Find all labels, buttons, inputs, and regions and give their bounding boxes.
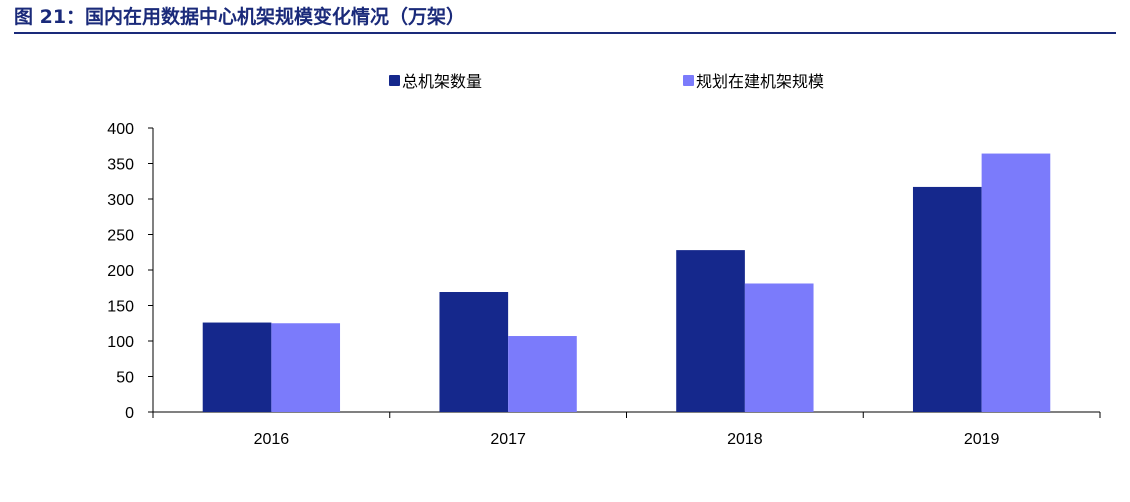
y-tick-label: 250 — [107, 228, 134, 245]
bar-series-2-2016 — [271, 323, 341, 412]
bar-series-1-2018 — [676, 250, 745, 412]
y-tick-label: 300 — [107, 192, 134, 209]
x-tick-label: 2017 — [490, 431, 526, 448]
x-tick-label: 2019 — [964, 431, 1000, 448]
x-tick-label: 2016 — [254, 431, 290, 448]
y-tick-label: 400 — [107, 121, 134, 138]
x-tick-label: 2018 — [727, 431, 763, 448]
y-tick-label: 350 — [107, 157, 134, 174]
y-tick-label: 150 — [107, 299, 134, 316]
y-tick-label: 100 — [107, 334, 134, 351]
x-axis: 2016 2017 2018 2019 — [152, 411, 1101, 448]
title-divider — [14, 32, 1116, 34]
bar-series-2-2019 — [981, 153, 1051, 412]
y-tick-label: 200 — [107, 263, 134, 280]
legend-label-2: 规划在建机架规模 — [696, 72, 824, 91]
legend-label-1: 总机架数量 — [402, 72, 482, 91]
bar-series-1-2016 — [202, 322, 272, 412]
bar-series-2-2017 — [508, 336, 577, 412]
bar-series-1-2019 — [912, 186, 982, 412]
chart-legend: 总机架数量 规划在建机架规模 — [389, 72, 824, 91]
bars — [202, 153, 1051, 412]
y-tick-label: 50 — [116, 370, 134, 387]
bar-series-2-2018 — [744, 283, 814, 412]
bar-series-1-2017 — [439, 292, 509, 412]
y-axis: 0 50 100 150 200 250 300 350 400 — [107, 121, 154, 422]
legend-swatch-1 — [389, 75, 400, 86]
legend-swatch-2 — [683, 75, 694, 86]
figure-title: 图 21：国内在用数据中心机架规模变化情况（万架） — [14, 6, 466, 28]
y-tick-label: 0 — [125, 405, 134, 422]
